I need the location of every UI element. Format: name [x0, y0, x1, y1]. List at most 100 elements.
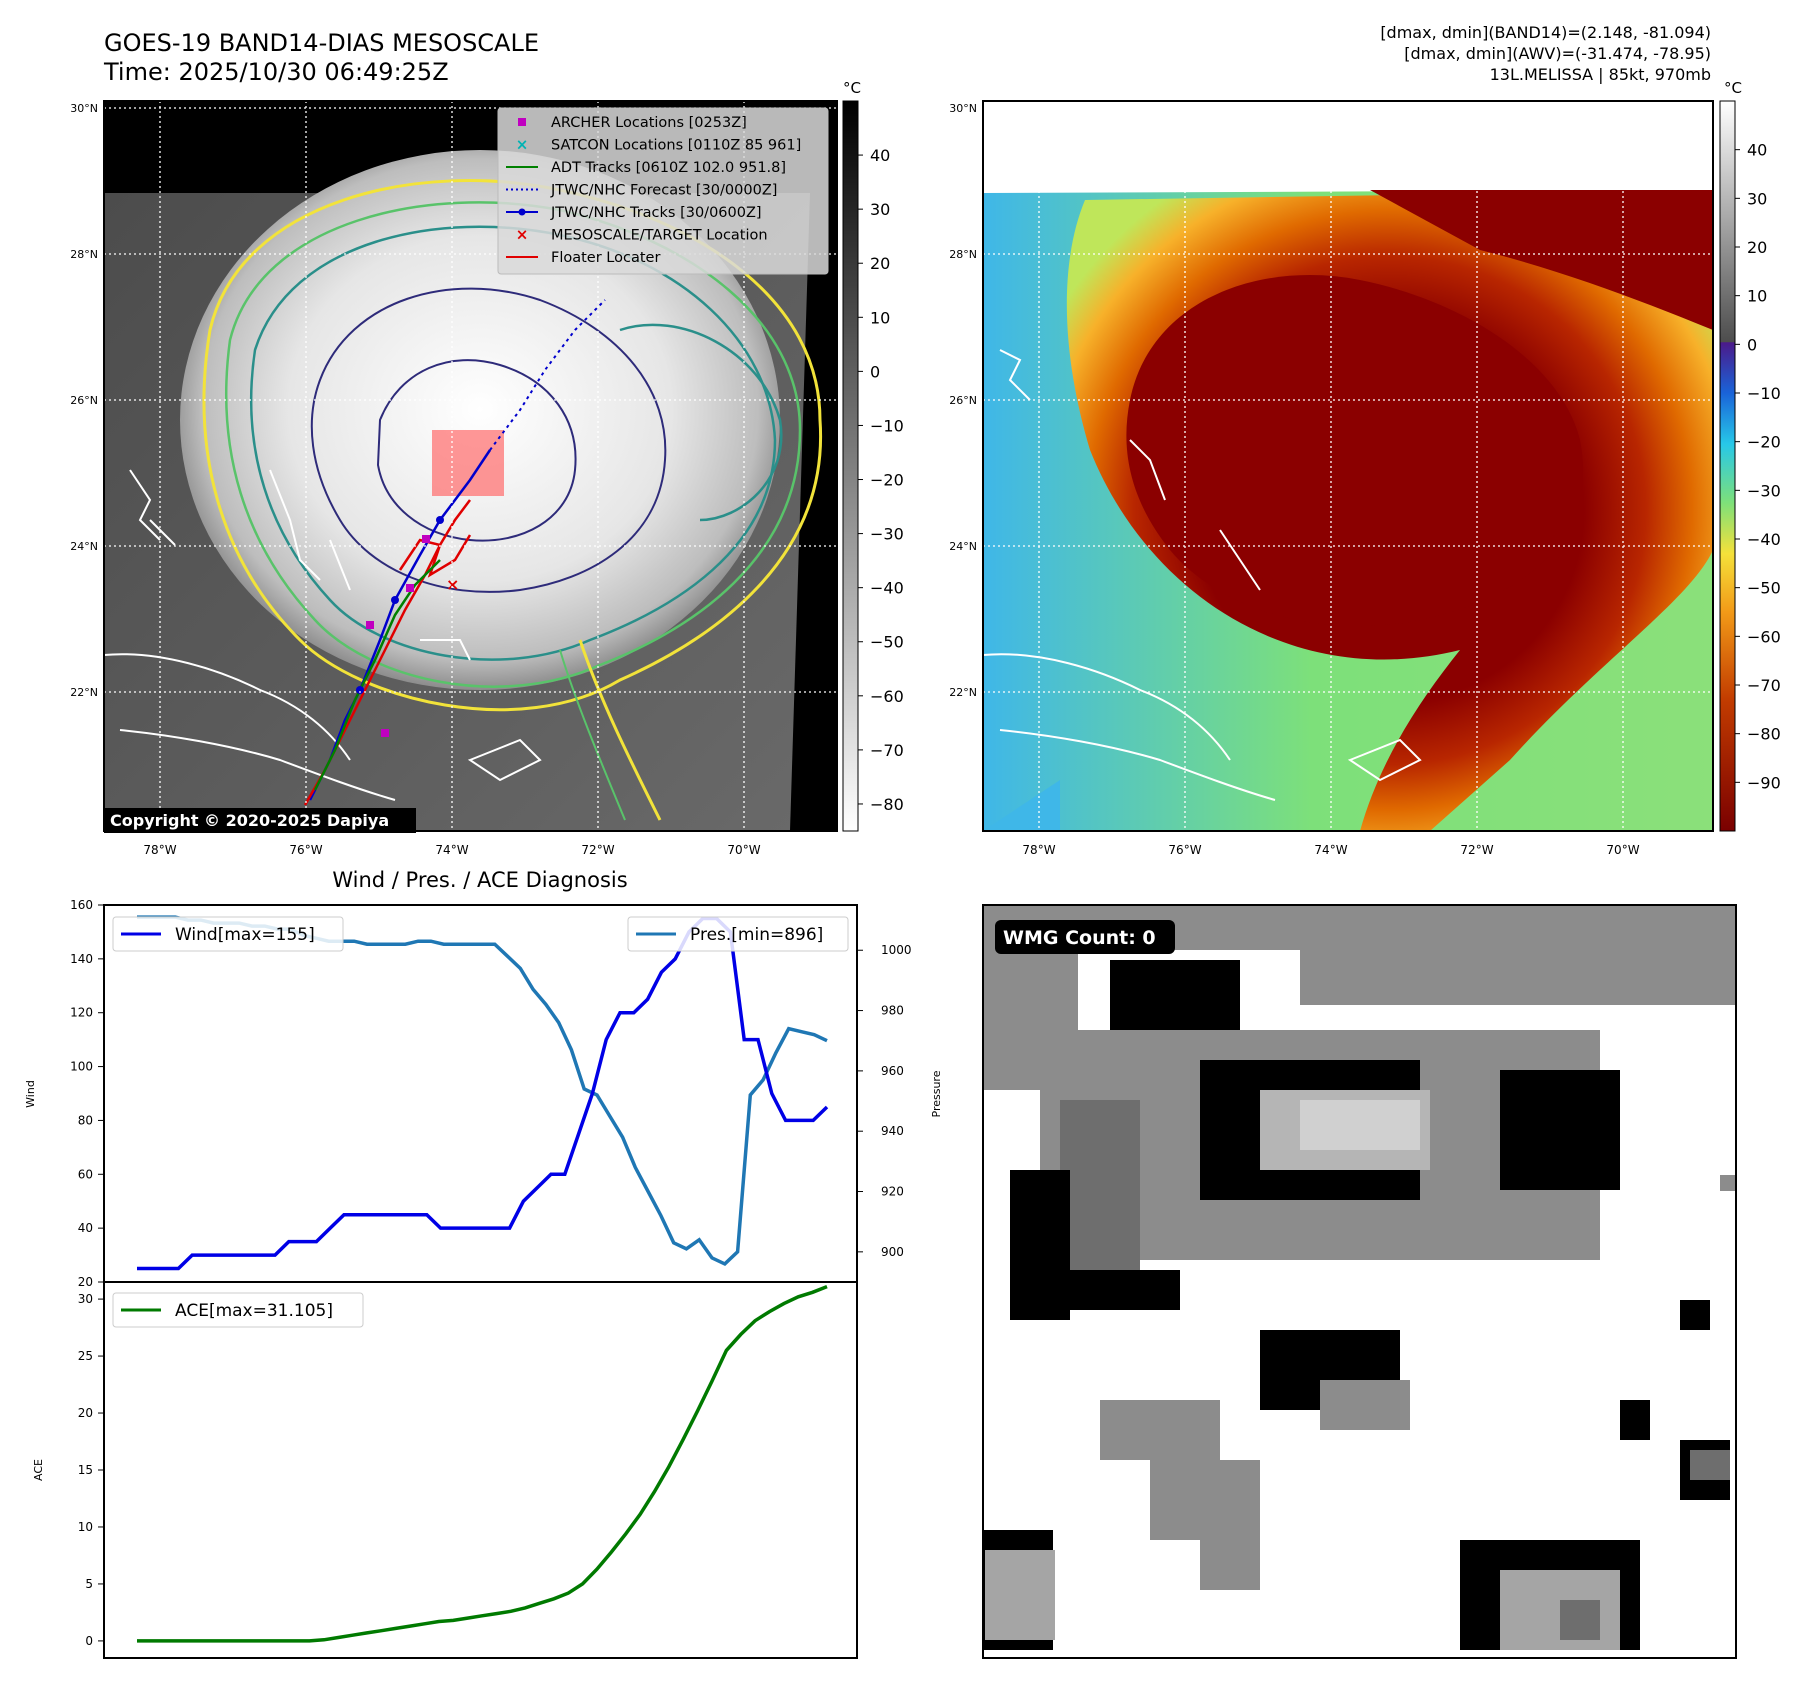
awv-colorbar-tick-30: 30 [1747, 189, 1767, 208]
legend-entry-4: JTWC/NHC Tracks [30/0600Z] [506, 205, 762, 221]
pressure-tick-900: 900 [881, 1245, 904, 1259]
band14-colorbar-tick--10: −10 [870, 416, 904, 435]
band14-colorbar: °C [842, 79, 861, 832]
right-lat-ticks: 30°N 28°N 26°N 24°N 22°N [949, 102, 977, 699]
wind-tick-60: 60 [78, 1167, 93, 1181]
ace-tick-10: 10 [78, 1520, 93, 1534]
stats-band14: [dmax, dmin](BAND14)=(2.148, -81.094) [1380, 23, 1711, 42]
ace-chart-frame [103, 1281, 858, 1659]
lon-tick-70w-left: 70°W [727, 843, 760, 857]
legend-entry-6: Floater Locater [506, 250, 660, 266]
wind-pressure-chart-frame [103, 904, 858, 1283]
wmg-panel-frame [982, 904, 1737, 1659]
legend-entry-label-3: JTWC/NHC Forecast [30/0000Z] [550, 183, 777, 199]
lat-tick-28n-left: 28°N [70, 248, 98, 261]
pressure-tick-1000: 1000 [881, 943, 912, 957]
track-legend: ARCHER Locations [0253Z] × SATCON Location… [497, 107, 829, 275]
awv-colorbar-tick--50: −50 [1747, 579, 1781, 598]
lon-tick-78w-right: 78°W [1022, 843, 1055, 857]
wmg-panel [983, 905, 1736, 1658]
pressure-tick-920: 920 [881, 1185, 904, 1199]
lon-tick-72w-left: 72°W [581, 843, 614, 857]
band14-colorbar-tick-30: 30 [870, 200, 890, 219]
left-lon-ticks: 78°W 76°W 74°W 72°W 70°W [143, 843, 760, 857]
band14-colorbar-tick--60: −60 [870, 687, 904, 706]
band14-colorbar-tick--20: −20 [870, 471, 904, 490]
lat-tick-30n-right: 30°N [949, 102, 977, 115]
ace-tick-15: 15 [78, 1463, 93, 1477]
wind-tick-40: 40 [78, 1221, 93, 1235]
stats-storm: 13L.MELISSA | 85kt, 970mb [1490, 65, 1711, 84]
awv-colorbar-tick--60: −60 [1747, 627, 1781, 646]
awv-colorbar-tick--40: −40 [1747, 530, 1781, 549]
ace-legend-label: ACE[max=31.105] [175, 1301, 333, 1321]
copyright-badge: Copyright © 2020-2025 Dapiya [104, 808, 416, 833]
band14-colorbar-tick-10: 10 [870, 308, 890, 327]
awv-colorbar-tick--80: −80 [1747, 725, 1781, 744]
copyright-text: Copyright © 2020-2025 Dapiya [110, 811, 389, 830]
figure-title: GOES-19 BAND14-DIAS MESOSCALE [104, 29, 539, 57]
band14-colorbar-tick-40: 40 [870, 146, 890, 165]
lon-tick-74w-right: 74°W [1314, 843, 1347, 857]
svg-text:×: × [516, 136, 529, 154]
stats-awv: [dmax, dmin](AWV)=(-31.474, -78.95) [1404, 44, 1711, 63]
pressure-tick-940: 940 [881, 1124, 904, 1138]
pressure-legend: Pres.[min=896] [627, 916, 849, 952]
legend-entry-label-5: MESOSCALE/TARGET Location [551, 228, 768, 244]
ace-tick-5: 5 [85, 1577, 93, 1591]
awv-map [983, 101, 1713, 831]
band14-colorbar-unit: °C [843, 79, 861, 97]
ace-tick-25: 25 [78, 1349, 93, 1363]
awv-colorbar-tick--20: −20 [1747, 433, 1781, 452]
lat-tick-26n-right: 26°N [949, 394, 977, 407]
legend-entry-5: × MESOSCALE/TARGET Location [516, 226, 768, 244]
awv-colorbar-tick-0: 0 [1747, 335, 1757, 354]
band14-colorbar-tick-20: 20 [870, 254, 890, 273]
ace-marks: 0 5 10 15 20 25 30 [78, 1284, 828, 1648]
awv-colorbar-tick--90: −90 [1747, 773, 1781, 792]
pressure-tick-980: 980 [881, 1004, 904, 1018]
legend-entry-1: × SATCON Locations [0110Z 85 961] [516, 136, 802, 154]
ace-tick-0: 0 [85, 1634, 93, 1648]
wind-legend: Wind[max=155] [112, 916, 344, 952]
diagnosis-title: Wind / Pres. / ACE Diagnosis [332, 868, 627, 892]
awv-colorbar-tick--10: −10 [1747, 384, 1781, 403]
legend-entry-2: ADT Tracks [0610Z 102.0 951.8] [506, 160, 786, 176]
legend-entry-label-6: Floater Locater [551, 250, 660, 266]
pressure-legend-label: Pres.[min=896] [690, 925, 823, 945]
svg-text:×: × [516, 226, 529, 244]
legend-entry-label-2: ADT Tracks [0610Z 102.0 951.8] [551, 160, 786, 176]
lat-tick-24n-right: 24°N [949, 540, 977, 553]
lon-tick-76w-left: 76°W [289, 843, 322, 857]
band14-map-frame [103, 100, 838, 832]
lon-tick-74w-left: 74°W [435, 843, 468, 857]
awv-colorbar-tick-10: 10 [1747, 287, 1767, 306]
lon-tick-76w-right: 76°W [1168, 843, 1201, 857]
lat-tick-24n-left: 24°N [70, 540, 98, 553]
awv-map-frame [982, 100, 1714, 832]
ace-tick-20: 20 [78, 1406, 93, 1420]
wind-tick-120: 120 [70, 1006, 93, 1020]
ace-series-line [137, 1284, 828, 1643]
band14-colorbar-tick--30: −30 [870, 525, 904, 544]
lat-tick-30n-left: 30°N [70, 102, 98, 115]
legend-entry-label-1: SATCON Locations [0110Z 85 961] [551, 138, 801, 154]
wind-tick-140: 140 [70, 952, 93, 966]
pressure-axis-label: Pressure [930, 1070, 943, 1117]
wind-legend-label: Wind[max=155] [175, 925, 315, 945]
right-lon-ticks: 78°W 76°W 74°W 72°W 70°W [1022, 843, 1639, 857]
ace-tick-30: 30 [78, 1292, 93, 1306]
wind-tick-20: 20 [78, 1275, 93, 1289]
awv-colorbar-tick--70: −70 [1747, 676, 1781, 695]
wind-tick-160: 160 [70, 898, 93, 912]
wmg-count-badge: WMG Count: 0 [995, 920, 1175, 954]
band14-colorbar-tick--80: −80 [870, 795, 904, 814]
lat-tick-22n-left: 22°N [70, 686, 98, 699]
wind-tick-100: 100 [70, 1060, 93, 1074]
awv-colorbar-tick--30: −30 [1747, 481, 1781, 500]
wind-axis-label: Wind [24, 1080, 37, 1108]
lat-tick-26n-left: 26°N [70, 394, 98, 407]
pressure-tick-960: 960 [881, 1064, 904, 1078]
awv-colorbar-tick-40: 40 [1747, 141, 1767, 160]
